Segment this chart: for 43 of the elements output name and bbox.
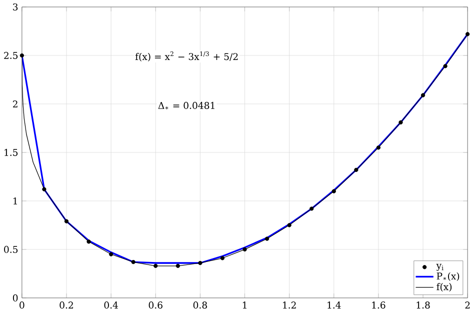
point — [287, 223, 292, 228]
y-tick-label: 1.5 — [4, 148, 18, 156]
x-tick-label: 2 — [465, 302, 470, 308]
x-tick-label: 0.2 — [60, 302, 73, 309]
point — [332, 189, 336, 194]
legend-label: y$_{i}$ — [436, 264, 444, 271]
point — [420, 93, 426, 98]
x-tick-label: 0 — [20, 302, 24, 309]
point — [310, 206, 314, 211]
point — [242, 247, 247, 252]
point — [64, 219, 69, 224]
y-tick-label: 3 — [13, 3, 18, 10]
point — [220, 256, 225, 260]
annotation: Δ$_{∗}$ = 0.0481 — [158, 102, 214, 110]
x-tick-label: 0.4 — [104, 302, 118, 309]
y-tick-label: 2.5 — [4, 52, 18, 59]
point — [264, 236, 270, 241]
x-tick-label: 1.4 — [328, 302, 341, 309]
x-tick-label: 1 — [242, 302, 246, 308]
y-tick-label: 1 — [13, 197, 17, 204]
point — [376, 145, 381, 150]
point — [86, 240, 91, 244]
x-tick-label: 1.2 — [283, 302, 296, 309]
legend-label: P$_{∗}$(x) — [436, 272, 460, 281]
y-tick-label: 0.5 — [4, 246, 18, 253]
x-tick-label: 0.8 — [193, 302, 207, 309]
x-tick-label: 1.6 — [372, 302, 386, 309]
point — [443, 64, 448, 68]
point — [176, 264, 180, 268]
point — [154, 264, 158, 268]
x-tick-label: 1.8 — [416, 302, 430, 309]
point — [198, 260, 202, 266]
x-tick-label: 0.6 — [148, 302, 162, 309]
legend-label: f(x) — [436, 283, 452, 292]
point — [42, 187, 46, 192]
y-tick-label: 0 — [12, 294, 18, 302]
point — [131, 260, 136, 264]
point — [20, 53, 24, 58]
point — [398, 120, 403, 124]
point — [108, 252, 114, 256]
annotation: f(x) = x$^{2}$ − 3x$^{1/3}$ + 5/2 — [135, 51, 238, 62]
point — [354, 168, 358, 172]
y-tick-label: 2 — [12, 100, 18, 108]
